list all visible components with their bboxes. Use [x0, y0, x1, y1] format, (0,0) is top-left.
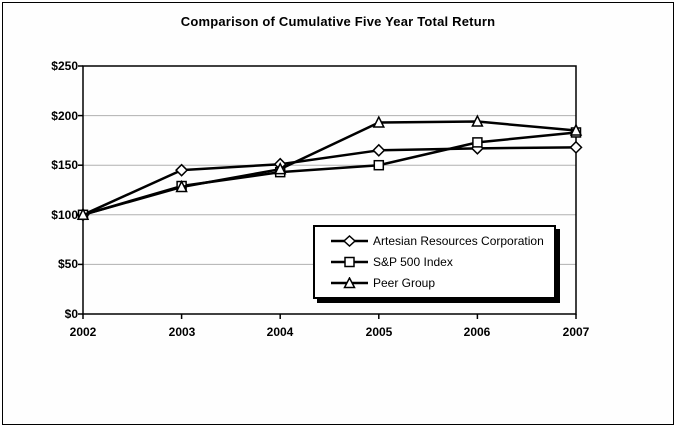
y-axis-label: $0 — [64, 307, 78, 321]
legend-label: S&P 500 Index — [373, 254, 453, 269]
y-axis-label: $200 — [51, 109, 78, 123]
y-axis-label: $150 — [51, 158, 78, 172]
x-axis-label: 2002 — [69, 325, 97, 339]
y-axis-label: $250 — [51, 59, 78, 73]
series-diamond — [76, 140, 583, 222]
legend-item: Peer Group — [331, 273, 554, 293]
series-triangle — [76, 114, 583, 221]
series-square — [77, 127, 582, 221]
x-axis-label: 2006 — [463, 325, 491, 339]
legend-item: S&P 500 Index — [331, 252, 554, 272]
x-axis-label: 2003 — [168, 325, 196, 339]
legend-label: Artesian Resources Corporation — [373, 233, 544, 248]
x-axis-label: 2007 — [562, 325, 590, 339]
y-axis-label: $100 — [51, 208, 78, 222]
chart-legend: Artesian Resources Corporation S&P 500 I… — [313, 225, 556, 299]
x-axis-label: 2005 — [365, 325, 393, 339]
y-axis-label: $50 — [57, 257, 78, 271]
legend-triangle-icon — [331, 277, 368, 289]
legend-diamond-icon — [331, 234, 368, 247]
legend-item: Artesian Resources Corporation — [331, 231, 554, 251]
chart-title: Comparison of Cumulative Five Year Total… — [180, 14, 496, 29]
legend-square-icon — [331, 256, 368, 268]
plot-frame — [82, 65, 577, 315]
legend-label: Peer Group — [373, 276, 436, 291]
x-axis-label: 2004 — [266, 325, 294, 339]
